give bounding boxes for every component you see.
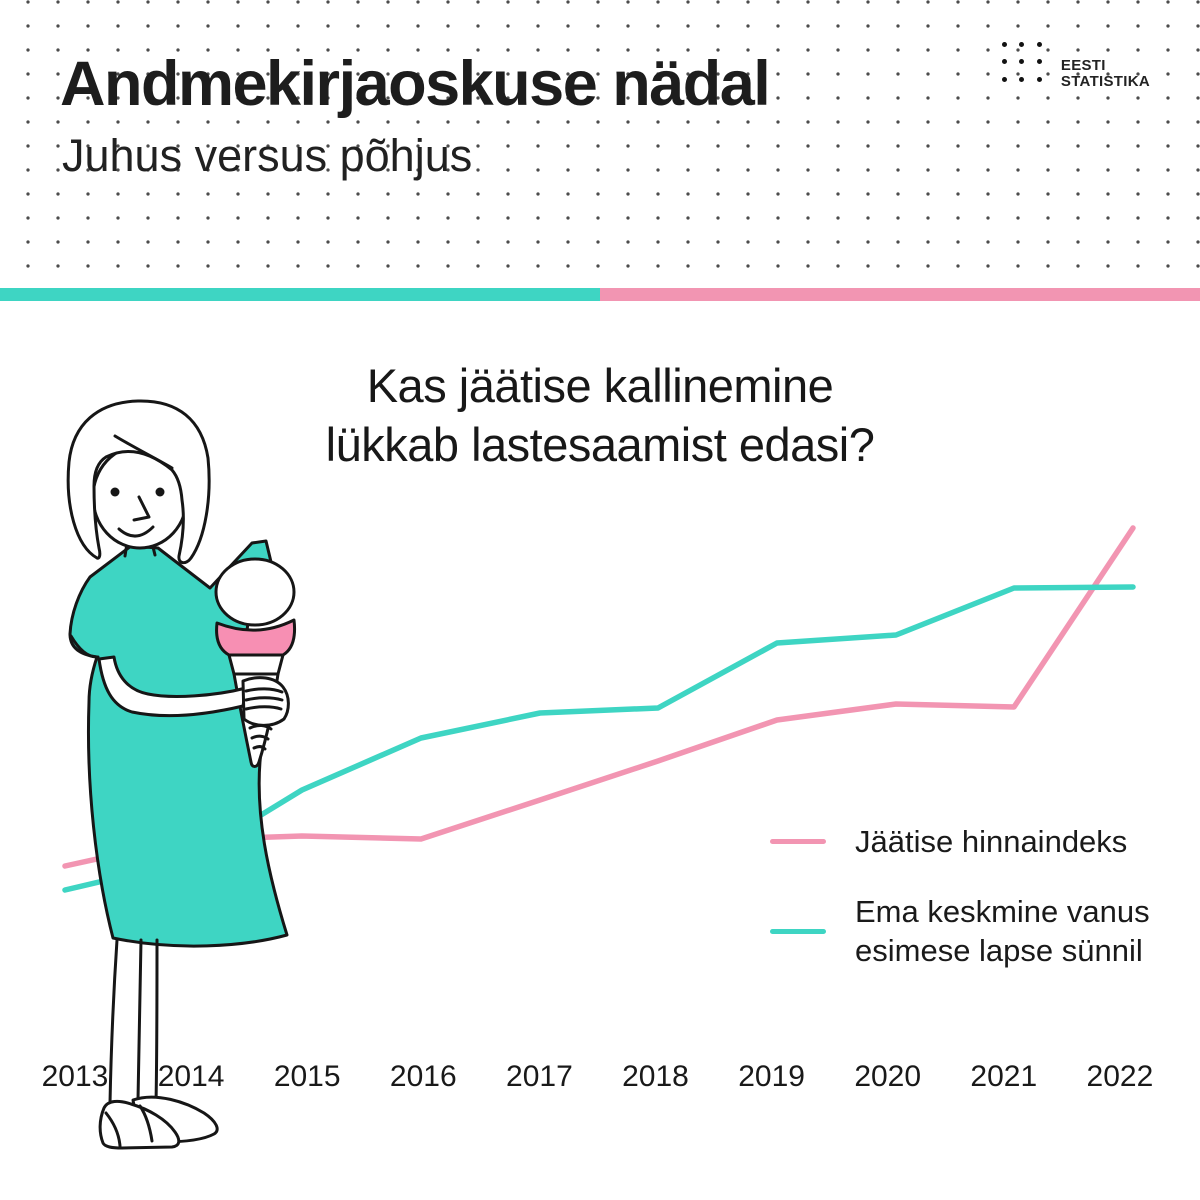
page-subtitle: Juhus versus põhjus xyxy=(62,130,473,181)
divider-left-teal xyxy=(0,288,600,301)
divider-bar xyxy=(0,288,1200,301)
logo-text: EESTI STATISTIKA xyxy=(1061,58,1150,90)
x-axis-label: 2014 xyxy=(157,1060,225,1093)
x-axis-label: 2018 xyxy=(622,1060,689,1093)
x-axis-label: 2017 xyxy=(506,1060,573,1093)
chart-legend: Jäätise hinnaindeks Ema keskmine vanus e… xyxy=(770,822,1190,1001)
chart-title: Kas jäätise kallinemine lükkab lastesaam… xyxy=(0,356,1200,474)
legend-label: Ema keskmine vanus esimese lapse sünnil xyxy=(855,894,1150,968)
legs xyxy=(108,938,159,1105)
chart-title-line1: Kas jäätise kallinemine xyxy=(366,359,834,412)
x-axis-label: 2020 xyxy=(854,1060,922,1093)
legend-swatch-pink xyxy=(770,839,826,844)
right-eye xyxy=(155,487,165,497)
nose xyxy=(132,495,151,522)
legend-item-mother-age: Ema keskmine vanus esimese lapse sünnil xyxy=(770,892,1190,970)
x-axis-label: 2021 xyxy=(970,1060,1038,1093)
finger-lines xyxy=(244,687,284,751)
x-axis-label: 2016 xyxy=(389,1060,457,1093)
chart-title-line2: lükkab lastesaamist edasi? xyxy=(325,418,875,471)
sleeve-hem xyxy=(69,634,100,659)
legend-swatch-teal xyxy=(770,928,826,934)
shoe-detail-lines xyxy=(104,1104,154,1148)
legend-item-ice-cream-index: Jäätise hinnaindeks xyxy=(770,822,1190,861)
divider-right-pink xyxy=(600,288,1200,301)
logo-line2: STATISTIKA xyxy=(1060,73,1150,90)
header-dotted-panel: Andmekirjaoskuse nädal Juhus versus põhj… xyxy=(0,0,1200,288)
ice-cream-white-band xyxy=(227,653,285,676)
x-axis-label: 2015 xyxy=(273,1060,341,1093)
page-title: Andmekirjaoskuse nädal xyxy=(60,49,771,119)
x-axis-label: 2022 xyxy=(1086,1060,1154,1093)
hand xyxy=(241,676,290,727)
smile xyxy=(117,525,155,538)
logo-line1: EESTI xyxy=(1060,57,1106,74)
left-eye xyxy=(110,487,120,497)
ice-cream-scoop xyxy=(214,557,296,627)
x-axis: 2013 2014 2015 2016 2017 2018 2019 2020 2021 2022 xyxy=(0,1060,1200,1100)
fringe-line xyxy=(113,434,174,470)
legend-label: Jäätise hinnaindeks xyxy=(855,824,1128,859)
x-axis-label: 2013 xyxy=(41,1060,109,1093)
ice-cream-pink-band xyxy=(215,618,297,657)
eesti-statistika-logo: EESTI STATISTIKA xyxy=(996,36,1150,90)
hair xyxy=(66,399,211,565)
logo-dots-icon xyxy=(996,36,1048,88)
x-axis-label: 2019 xyxy=(738,1060,805,1093)
